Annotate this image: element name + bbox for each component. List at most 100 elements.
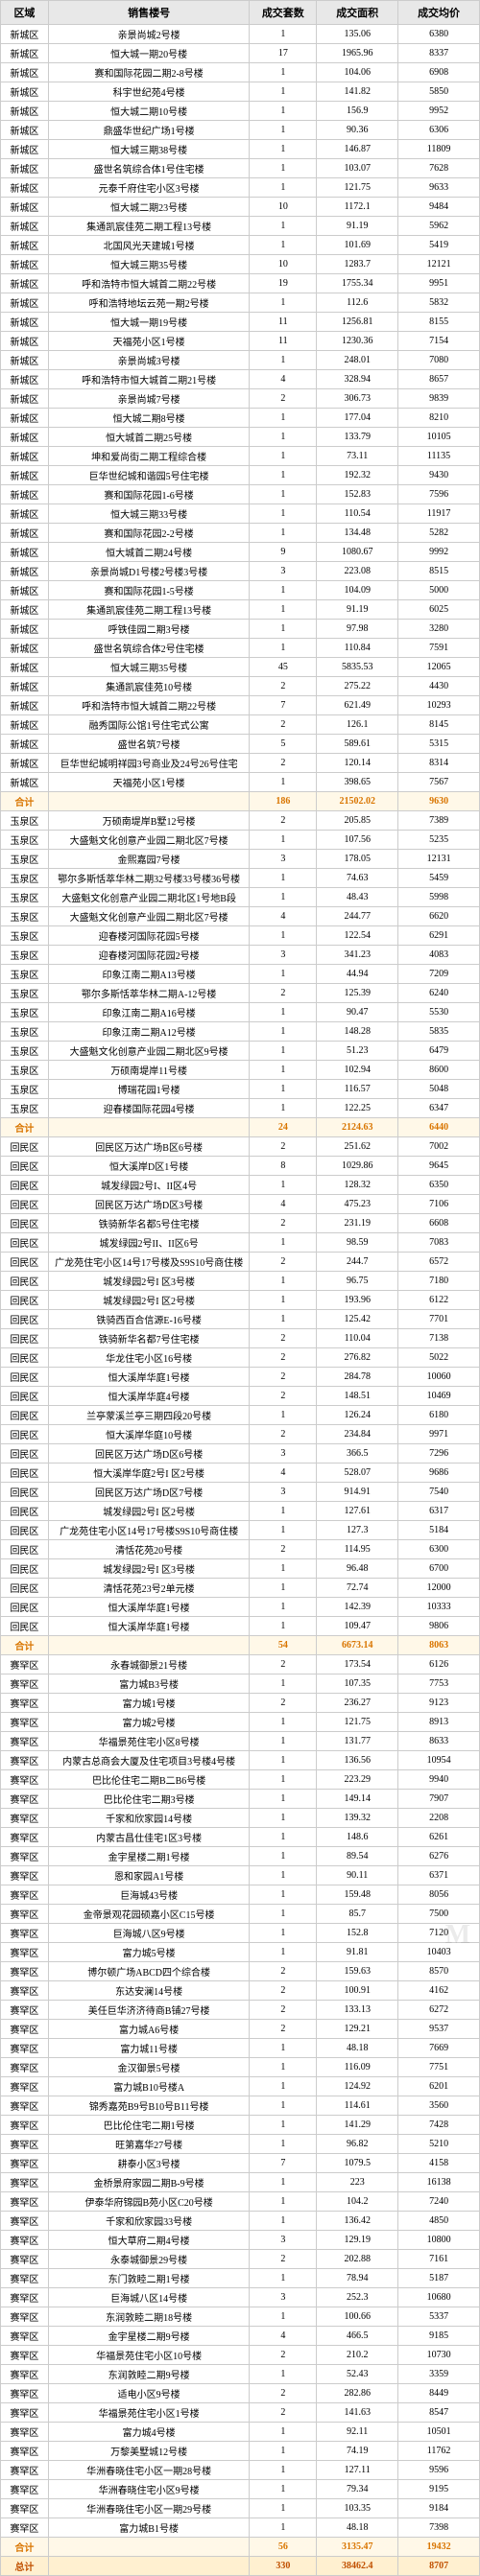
cell: 千家和欣家园14号楼 bbox=[48, 1809, 250, 1828]
cell-district: 新城区 bbox=[1, 198, 49, 217]
cell: 7751 bbox=[398, 2058, 480, 2077]
cell: 1 bbox=[250, 1770, 317, 1790]
cell: 1 bbox=[250, 1943, 317, 1962]
cell: 11 bbox=[250, 313, 317, 332]
cell: 74.63 bbox=[317, 869, 398, 888]
cell: 恒大溪岸华庭1号楼 bbox=[48, 1368, 250, 1387]
cell-district: 回民区 bbox=[1, 1329, 49, 1348]
cell-district: 回民区 bbox=[1, 1464, 49, 1483]
cell: 巨海城八区14号楼 bbox=[48, 2288, 250, 2307]
cell: 341.23 bbox=[317, 946, 398, 965]
cell: 2 bbox=[250, 677, 317, 696]
cell: 6572 bbox=[398, 1253, 480, 1272]
cell: 4430 bbox=[398, 677, 480, 696]
cell: 1 bbox=[250, 524, 317, 543]
cell: 5419 bbox=[398, 236, 480, 255]
cell: 1 bbox=[250, 1598, 317, 1617]
cell: 1079.5 bbox=[317, 2154, 398, 2173]
data-row: 玉泉区万硕南堤岸11号楼1102.948600 bbox=[1, 1061, 480, 1080]
cell: 116.09 bbox=[317, 2058, 398, 2077]
cell: 6291 bbox=[398, 926, 480, 946]
cell: 恒大城一期19号楼 bbox=[48, 313, 250, 332]
cell: 1 bbox=[250, 447, 317, 466]
cell-district: 赛罕区 bbox=[1, 1751, 49, 1770]
cell: 10 bbox=[250, 198, 317, 217]
cell: 10403 bbox=[398, 1943, 480, 1962]
cell: 旺第嘉华27号楼 bbox=[48, 2135, 250, 2154]
data-row: 新城区元泰千府住宅小区3号楼1121.759633 bbox=[1, 178, 480, 198]
cell-district: 新城区 bbox=[1, 504, 49, 524]
header-row: 区域 销售楼号 成交套数 成交面积 成交均价 bbox=[1, 1, 480, 25]
cell: 1 bbox=[250, 485, 317, 504]
data-row: 新城区呼和浩特市恒大城首二期22号楼7621.4910293 bbox=[1, 696, 480, 715]
cell-district: 玉泉区 bbox=[1, 907, 49, 926]
cell: 5184 bbox=[398, 1521, 480, 1540]
cell: 城发绿园2号I、II区4号 bbox=[48, 1176, 250, 1195]
cell-district: 赛罕区 bbox=[1, 2480, 49, 2499]
cell-district: 回民区 bbox=[1, 1540, 49, 1559]
cell: 104.06 bbox=[317, 63, 398, 82]
data-row: 玉泉区大盛魁文化创意产业园二期北区9号楼151.236479 bbox=[1, 1042, 480, 1061]
cell: 恒大溪岸D区1号楼 bbox=[48, 1157, 250, 1176]
cell: 152.8 bbox=[317, 1924, 398, 1943]
cell: 印象江南二期A13号楼 bbox=[48, 965, 250, 984]
cell: 1 bbox=[250, 82, 317, 102]
cell: 万硕南堤岸B墅12号楼 bbox=[48, 811, 250, 831]
data-row: 玉泉区迎春楼河国际花园2号楼3341.234083 bbox=[1, 946, 480, 965]
cell: 恒大溪岸华庭1号楼 bbox=[48, 1617, 250, 1636]
cell: 101.69 bbox=[317, 236, 398, 255]
data-row: 玉泉区鄂尔多斯恬萃华林二期32号楼33号楼36号楼174.635459 bbox=[1, 869, 480, 888]
cell: 1 bbox=[250, 926, 317, 946]
cell: 5 bbox=[250, 735, 317, 754]
cell-district: 赛罕区 bbox=[1, 2058, 49, 2077]
cell: 1 bbox=[250, 1521, 317, 1540]
cell: 2 bbox=[250, 1348, 317, 1368]
cell: 3 bbox=[250, 562, 317, 581]
cell: 1 bbox=[250, 1310, 317, 1329]
cell: 1 bbox=[250, 63, 317, 82]
cell: 5187 bbox=[398, 2269, 480, 2288]
cell: 8547 bbox=[398, 2403, 480, 2423]
cell: 398.65 bbox=[317, 773, 398, 792]
cell-district: 赛罕区 bbox=[1, 1885, 49, 1905]
cell-district: 新城区 bbox=[1, 581, 49, 600]
cell-district: 玉泉区 bbox=[1, 984, 49, 1003]
cell: 锦秀嘉苑B9号B10号B11号楼 bbox=[48, 2096, 250, 2116]
cell: 19 bbox=[250, 274, 317, 293]
subtotal-row: 合计546673.148063 bbox=[1, 1636, 480, 1655]
cell: 122.25 bbox=[317, 1099, 398, 1118]
cell: 9195 bbox=[398, 2480, 480, 2499]
cell: 3 bbox=[250, 1483, 317, 1502]
cell: 152.83 bbox=[317, 485, 398, 504]
cell: 1 bbox=[250, 1080, 317, 1099]
cell: 589.61 bbox=[317, 735, 398, 754]
cell: 1 bbox=[250, 1885, 317, 1905]
cell-district: 赛罕区 bbox=[1, 1924, 49, 1943]
data-row: 新城区集通凯宸佳苑10号楼2275.224430 bbox=[1, 677, 480, 696]
cell-district: 赛罕区 bbox=[1, 1943, 49, 1962]
data-row: 新城区呼和浩特市恒大城首二期22号楼191755.349951 bbox=[1, 274, 480, 293]
cell: 8600 bbox=[398, 1061, 480, 1080]
data-row: 赛罕区永泰城御景29号楼2202.887161 bbox=[1, 2250, 480, 2269]
cell: 12065 bbox=[398, 658, 480, 677]
cell: 475.23 bbox=[317, 1195, 398, 1214]
data-row: 新城区恒大城首二期25号楼1133.7910105 bbox=[1, 428, 480, 447]
cell: 4 bbox=[250, 370, 317, 389]
cell: 9839 bbox=[398, 389, 480, 409]
cell: 2 bbox=[250, 1214, 317, 1233]
cell-district: 合计 bbox=[1, 2538, 49, 2557]
cell-district: 赛罕区 bbox=[1, 2518, 49, 2538]
cell: 城发绿园2号I 区2号楼 bbox=[48, 1502, 250, 1521]
data-row: 赛罕区巴比伦住宅二期B二B6号楼1223.299940 bbox=[1, 1770, 480, 1790]
cell: 富力城1号楼 bbox=[48, 1694, 250, 1713]
cell: 5530 bbox=[398, 1003, 480, 1022]
cell: 74.19 bbox=[317, 2442, 398, 2461]
cell: 1 bbox=[250, 1866, 317, 1885]
cell: 1 bbox=[250, 1502, 317, 1521]
cell: 79.34 bbox=[317, 2480, 398, 2499]
data-row: 新城区赛和国际花园1-5号楼1104.095000 bbox=[1, 581, 480, 600]
cell: 呼和浩特市恒大城首二期22号楼 bbox=[48, 696, 250, 715]
cell: 9992 bbox=[398, 543, 480, 562]
cell: 85.7 bbox=[317, 1905, 398, 1924]
data-row: 新城区盛世名筑综合体2号住宅楼1110.847591 bbox=[1, 639, 480, 658]
